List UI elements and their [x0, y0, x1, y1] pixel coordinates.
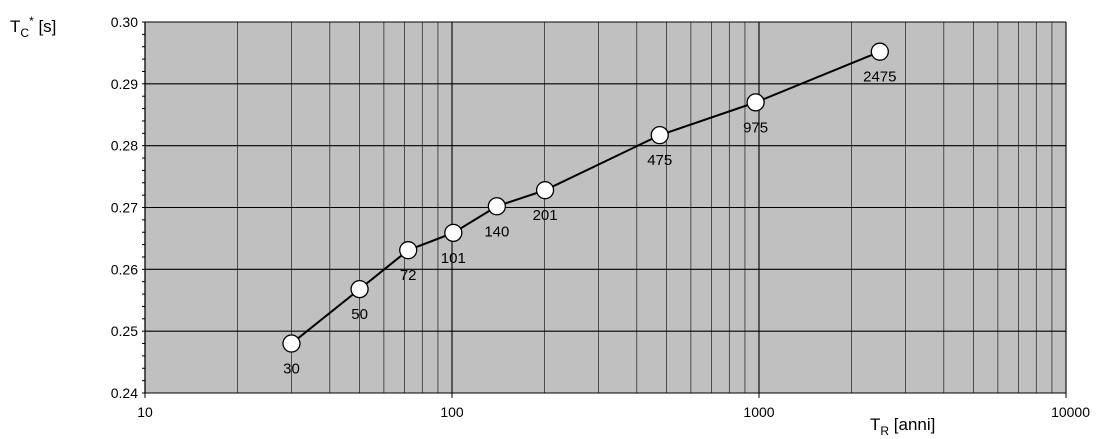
axis-ticks [142, 21, 1067, 398]
data-point [350, 279, 369, 299]
data-label: 72 [400, 267, 417, 284]
data-point [535, 181, 555, 200]
data-label: 140 [484, 223, 509, 240]
data-point [746, 93, 765, 112]
x-tick-label: 10000 [1051, 404, 1090, 420]
y-tick-label: 0.27 [111, 200, 138, 216]
y-tick-label: 0.28 [111, 138, 138, 154]
x-tick-label: 1000 [743, 404, 774, 420]
y-tick-labels: 0.24 0.25 0.26 0.27 0.28 0.29 0.30 [111, 14, 138, 401]
y-axis-title-unit: [s] [34, 17, 57, 36]
point-labels: 30 50 72 101 140 201 475 975 2475 [283, 69, 896, 378]
x-axis-title: TR [anni] [870, 415, 935, 438]
y-tick-label: 0.25 [111, 323, 138, 339]
data-point [487, 197, 507, 216]
y-tick-label: 0.26 [111, 261, 138, 277]
x-tick-label: 10 [137, 404, 153, 420]
y-axis-title-sup: * [29, 14, 34, 28]
data-label: 975 [743, 119, 768, 136]
data-point [650, 126, 669, 145]
y-tick-label: 0.30 [111, 14, 138, 30]
y-tick-label: 0.24 [111, 385, 138, 401]
data-point [282, 334, 301, 353]
data-label: 101 [441, 250, 466, 267]
y-axis-title: TC* [s] [10, 14, 56, 40]
data-label: 201 [533, 207, 558, 224]
y-axis-title-main: T [10, 17, 20, 36]
x-axis-title-unit: [anni] [889, 415, 935, 434]
data-label: 30 [283, 361, 300, 378]
data-label: 475 [647, 152, 672, 169]
x-axis-title-main: T [870, 415, 880, 434]
y-tick-label: 0.29 [111, 76, 138, 92]
data-label: 50 [351, 306, 368, 323]
y-axis-title-sub: C [20, 26, 29, 40]
data-label: 2475 [863, 69, 896, 86]
data-point [444, 223, 463, 243]
x-tick-label: 100 [440, 404, 464, 420]
data-point [399, 241, 418, 260]
x-axis-title-sub: R [880, 424, 889, 438]
grid-major [144, 21, 1067, 394]
x-tick-labels: 10 100 1000 10000 [137, 404, 1090, 420]
data-point [870, 42, 889, 61]
data-points [282, 42, 889, 353]
